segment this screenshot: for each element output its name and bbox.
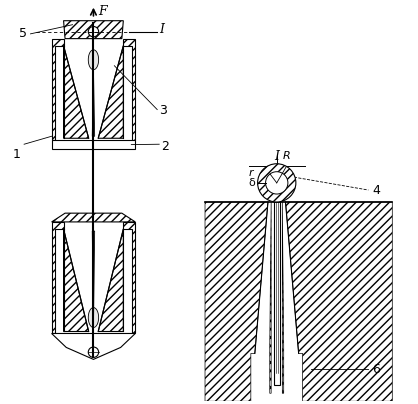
Polygon shape (282, 202, 284, 393)
Text: R: R (283, 151, 291, 161)
Text: 2: 2 (161, 140, 169, 153)
Text: 3: 3 (159, 104, 167, 117)
Text: I: I (159, 23, 164, 36)
Polygon shape (270, 202, 271, 393)
Text: 4: 4 (372, 183, 380, 197)
Polygon shape (285, 202, 392, 401)
Polygon shape (274, 194, 280, 385)
Polygon shape (98, 229, 123, 332)
Text: 6: 6 (372, 363, 380, 376)
Polygon shape (64, 21, 123, 39)
Polygon shape (64, 46, 89, 138)
Polygon shape (88, 50, 99, 136)
Polygon shape (123, 222, 135, 333)
Circle shape (88, 347, 99, 358)
Polygon shape (273, 199, 281, 202)
Circle shape (257, 164, 296, 202)
Text: I: I (274, 149, 279, 163)
Text: F: F (98, 5, 107, 18)
Text: r: r (249, 168, 253, 178)
Polygon shape (98, 46, 123, 138)
Text: δ: δ (248, 178, 255, 188)
Text: 1: 1 (13, 148, 21, 161)
Circle shape (265, 172, 288, 194)
Polygon shape (88, 231, 99, 328)
Circle shape (88, 27, 99, 37)
Polygon shape (64, 229, 89, 332)
Polygon shape (51, 39, 64, 140)
Polygon shape (51, 222, 64, 333)
Polygon shape (51, 140, 135, 149)
Text: 5: 5 (18, 27, 26, 40)
Polygon shape (51, 333, 135, 360)
Polygon shape (205, 202, 268, 401)
Polygon shape (51, 213, 135, 222)
Polygon shape (123, 39, 135, 140)
